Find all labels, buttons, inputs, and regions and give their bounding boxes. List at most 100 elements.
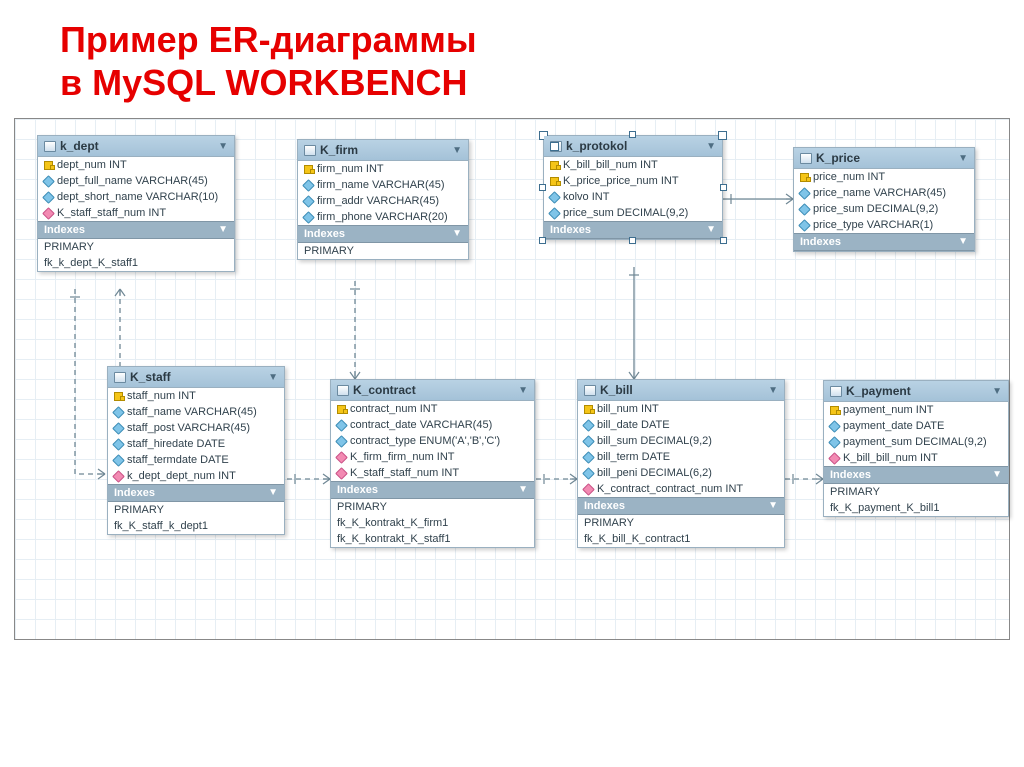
index-row[interactable]: PRIMARY	[824, 484, 1008, 500]
column-row[interactable]: K_bill_bill_num INT	[544, 157, 722, 173]
collapse-icon[interactable]: ▼	[268, 372, 278, 383]
column-row[interactable]: K_firm_firm_num INT	[331, 449, 534, 465]
selection-handle[interactable]	[539, 237, 546, 244]
index-row[interactable]: PRIMARY	[298, 243, 468, 259]
table-header[interactable]: K_firm▼	[298, 140, 468, 161]
column-text: contract_num INT	[350, 403, 437, 415]
column-row[interactable]: kolvo INT	[544, 189, 722, 205]
column-row[interactable]: bill_term DATE	[578, 449, 784, 465]
collapse-icon[interactable]: ▼	[768, 500, 778, 512]
index-row[interactable]: PRIMARY	[331, 499, 534, 515]
indexes-header[interactable]: Indexes▼	[38, 221, 234, 239]
column-row[interactable]: dept_short_name VARCHAR(10)	[38, 189, 234, 205]
er-table-k_staff[interactable]: K_staff▼staff_num INTstaff_name VARCHAR(…	[107, 366, 285, 535]
column-row[interactable]: price_num INT	[794, 169, 974, 185]
selection-handle[interactable]	[629, 237, 636, 244]
er-canvas[interactable]: k_dept▼dept_num INTdept_full_name VARCHA…	[14, 118, 1010, 640]
collapse-icon[interactable]: ▼	[706, 141, 716, 152]
column-row[interactable]: dept_num INT	[38, 157, 234, 173]
collapse-icon[interactable]: ▼	[452, 228, 462, 240]
table-header[interactable]: K_payment▼	[824, 381, 1008, 402]
selection-handle[interactable]	[720, 237, 727, 244]
column-row[interactable]: firm_addr VARCHAR(45)	[298, 193, 468, 209]
column-row[interactable]: contract_date VARCHAR(45)	[331, 417, 534, 433]
er-table-k_contract[interactable]: K_contract▼ contract_num INT contract_date…	[330, 379, 535, 548]
er-table-k_protokol[interactable]: k_protokol▼K_bill_bill_num INTK_price_pr…	[543, 135, 723, 240]
index-row[interactable]: fk_K_kontrakt_K_staff1	[331, 531, 534, 547]
column-row[interactable]: K_bill_bill_num INT	[824, 450, 1008, 466]
er-table-k_bill[interactable]: K_bill ▼ bill_num INTbill_date DATEbill_su…	[577, 379, 785, 548]
column-row[interactable]: K_staff_staff_num INT	[38, 205, 234, 221]
column-row[interactable]: staff_post VARCHAR(45)	[108, 420, 284, 436]
indexes-header[interactable]: Indexes▼	[331, 481, 534, 499]
table-title: K_bill	[600, 383, 633, 397]
column-row[interactable]: firm_num INT	[298, 161, 468, 177]
index-row[interactable]: fk_K_staff_k_dept1	[108, 518, 284, 534]
selection-handle[interactable]	[539, 184, 546, 191]
collapse-icon[interactable]: ▼	[992, 469, 1002, 481]
column-row[interactable]: price_sum DECIMAL(9,2)	[794, 201, 974, 217]
relationship-line[interactable]	[75, 289, 105, 474]
index-row[interactable]: PRIMARY	[578, 515, 784, 531]
table-header[interactable]: k_protokol▼	[544, 136, 722, 157]
column-row[interactable]: bill_num INT	[578, 401, 784, 417]
collapse-icon[interactable]: ▼	[992, 386, 1002, 397]
er-table-k_dept[interactable]: k_dept▼dept_num INTdept_full_name VARCHA…	[37, 135, 235, 272]
table-header[interactable]: K_bill ▼	[578, 380, 784, 401]
er-table-k_payment[interactable]: K_payment▼payment_num INTpayment_date DA…	[823, 380, 1009, 517]
collapse-icon[interactable]: ▼	[958, 153, 968, 164]
table-icon	[304, 145, 316, 156]
column-row[interactable]: bill_sum DECIMAL(9,2)	[578, 433, 784, 449]
collapse-icon[interactable]: ▼	[268, 487, 278, 499]
column-row[interactable]: payment_sum DECIMAL(9,2)	[824, 434, 1008, 450]
column-row[interactable]: bill_date DATE	[578, 417, 784, 433]
table-header[interactable]: K_price▼	[794, 148, 974, 169]
collapse-icon[interactable]: ▼	[768, 385, 778, 396]
index-row[interactable]: PRIMARY	[108, 502, 284, 518]
column-row[interactable]: firm_name VARCHAR(45)	[298, 177, 468, 193]
indexes-header[interactable]: Indexes▼	[298, 225, 468, 243]
index-row[interactable]: PRIMARY	[38, 239, 234, 255]
collapse-icon[interactable]: ▼	[218, 224, 228, 236]
column-row[interactable]: firm_phone VARCHAR(20)	[298, 209, 468, 225]
column-row[interactable]: contract_type ENUM('A','B','C')	[331, 433, 534, 449]
er-table-k_firm[interactable]: K_firm▼firm_num INTfirm_name VARCHAR(45)…	[297, 139, 469, 260]
column-row[interactable]: price_type VARCHAR(1)	[794, 217, 974, 233]
collapse-icon[interactable]: ▼	[218, 141, 228, 152]
collapse-icon[interactable]: ▼	[518, 484, 528, 496]
column-row[interactable]: contract_num INT	[331, 401, 534, 417]
column-row[interactable]: staff_hiredate DATE	[108, 436, 284, 452]
collapse-icon[interactable]: ▼	[958, 236, 968, 248]
indexes-header[interactable]: Indexes▼	[824, 466, 1008, 484]
column-row[interactable]: k_dept_dept_num INT	[108, 468, 284, 484]
column-row[interactable]: bill_peni DECIMAL(6,2)	[578, 465, 784, 481]
table-header[interactable]: K_staff▼	[108, 367, 284, 388]
table-header[interactable]: k_dept▼	[38, 136, 234, 157]
indexes-header[interactable]: Indexes▼	[578, 497, 784, 515]
er-table-k_price[interactable]: K_price▼price_num INTprice_name VARCHAR(…	[793, 147, 975, 252]
column-row[interactable]: price_name VARCHAR(45)	[794, 185, 974, 201]
indexes-header[interactable]: Indexes▼	[108, 484, 284, 502]
column-row[interactable]: dept_full_name VARCHAR(45)	[38, 173, 234, 189]
collapse-icon[interactable]: ▼	[706, 224, 716, 236]
index-row[interactable]: fk_K_payment_K_bill1	[824, 500, 1008, 516]
column-row[interactable]: staff_num INT	[108, 388, 284, 404]
selection-handle[interactable]	[720, 184, 727, 191]
column-row[interactable]: price_sum DECIMAL(9,2)	[544, 205, 722, 221]
column-row[interactable]: K_staff_staff_num INT	[331, 465, 534, 481]
column-row[interactable]: staff_name VARCHAR(45)	[108, 404, 284, 420]
column-row[interactable]: K_price_price_num INT	[544, 173, 722, 189]
collapse-icon[interactable]: ▼	[452, 145, 462, 156]
key-icon	[114, 392, 123, 401]
indexes-header[interactable]: Indexes▼	[794, 233, 974, 251]
collapse-icon[interactable]: ▼	[518, 385, 528, 396]
column-row[interactable]: staff_termdate DATE	[108, 452, 284, 468]
selection-handle[interactable]	[629, 131, 636, 138]
table-header[interactable]: K_contract▼	[331, 380, 534, 401]
index-row[interactable]: fk_K_bill_K_contract1	[578, 531, 784, 547]
column-row[interactable]: K_contract_contract_num INT	[578, 481, 784, 497]
column-row[interactable]: payment_num INT	[824, 402, 1008, 418]
index-row[interactable]: fk_k_dept_K_staff1	[38, 255, 234, 271]
index-row[interactable]: fk_K_kontrakt_K_firm1	[331, 515, 534, 531]
column-row[interactable]: payment_date DATE	[824, 418, 1008, 434]
